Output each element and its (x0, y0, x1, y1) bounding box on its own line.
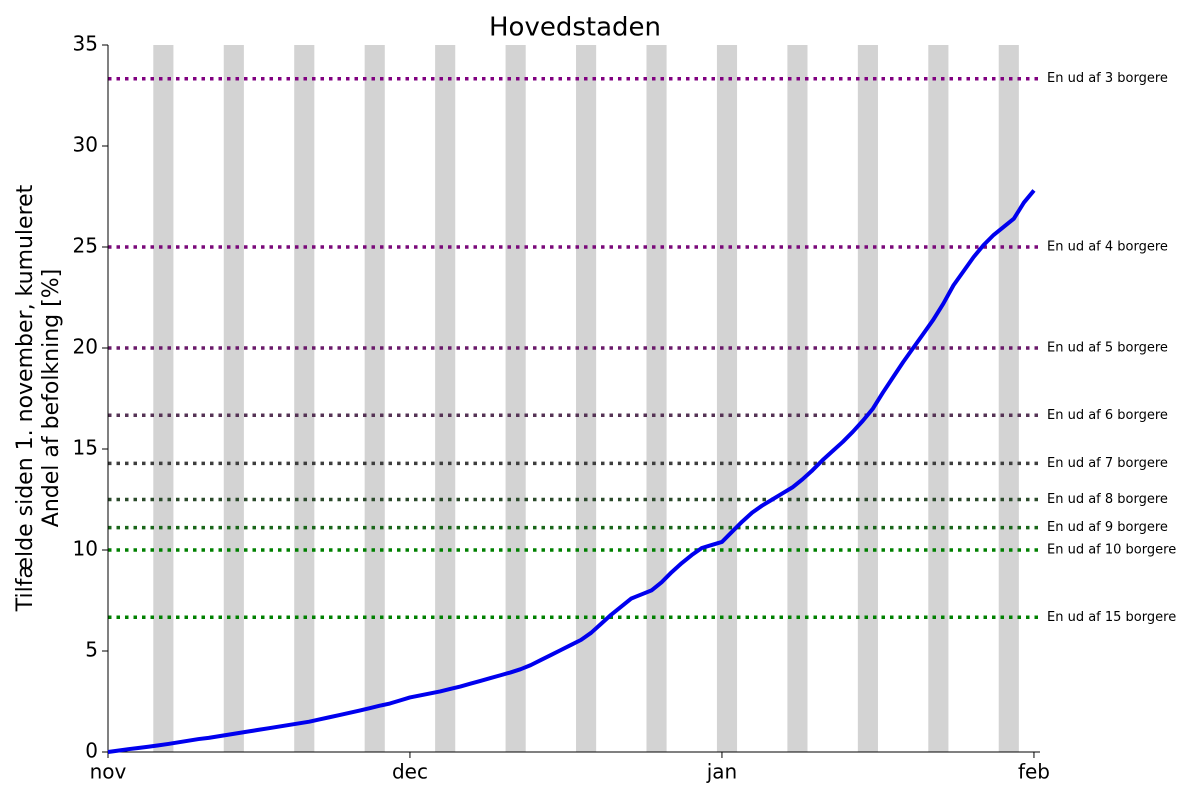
y-tick-label: 10 (73, 537, 98, 561)
reference-label: En ud af 15 borgere (1047, 610, 1176, 625)
weekend-band (576, 45, 597, 752)
weekend-band (153, 45, 174, 752)
reference-label: En ud af 8 borgere (1047, 492, 1168, 507)
reference-label: En ud af 3 borgere (1047, 71, 1168, 86)
chart-title: Hovedstaden (489, 13, 661, 43)
data-line (107, 189, 1036, 754)
reference-label: En ud af 5 borgere (1047, 341, 1168, 356)
y-tick-label: 30 (73, 133, 98, 157)
reference-label: En ud af 10 borgere (1047, 543, 1176, 558)
weekend-band (857, 45, 878, 752)
y-tick-label: 5 (85, 638, 98, 662)
reference-label: En ud af 7 borgere (1047, 456, 1168, 471)
y-tick-label: 20 (73, 335, 98, 359)
reference-label: En ud af 6 borgere (1047, 408, 1168, 423)
y-axis-label: Tilfælde siden 1. november, kumuleret (13, 184, 38, 612)
weekend-band (223, 45, 244, 752)
x-tick-label: nov (90, 760, 127, 784)
weekend-band (435, 45, 456, 752)
x-tick-label: feb (1018, 760, 1050, 784)
weekend-band (787, 45, 808, 752)
weekend-band (716, 45, 738, 752)
y-tick-label: 15 (73, 436, 98, 460)
reference-label: En ud af 4 borgere (1047, 240, 1168, 255)
reference-label: En ud af 9 borgere (1047, 520, 1168, 535)
y-axis-label: Andel af befolkning [%] (39, 269, 64, 527)
y-tick-label: 35 (73, 32, 98, 56)
weekend-band (928, 45, 949, 752)
weekend-band (998, 45, 1019, 752)
weekend-band (646, 45, 667, 752)
x-tick-label: jan (706, 760, 738, 784)
weekend-band (364, 45, 385, 752)
weekend-band (505, 45, 526, 752)
y-tick-label: 0 (85, 739, 98, 763)
y-tick-label: 25 (73, 234, 98, 258)
weekend-band (294, 45, 315, 752)
x-tick-label: dec (392, 760, 428, 784)
